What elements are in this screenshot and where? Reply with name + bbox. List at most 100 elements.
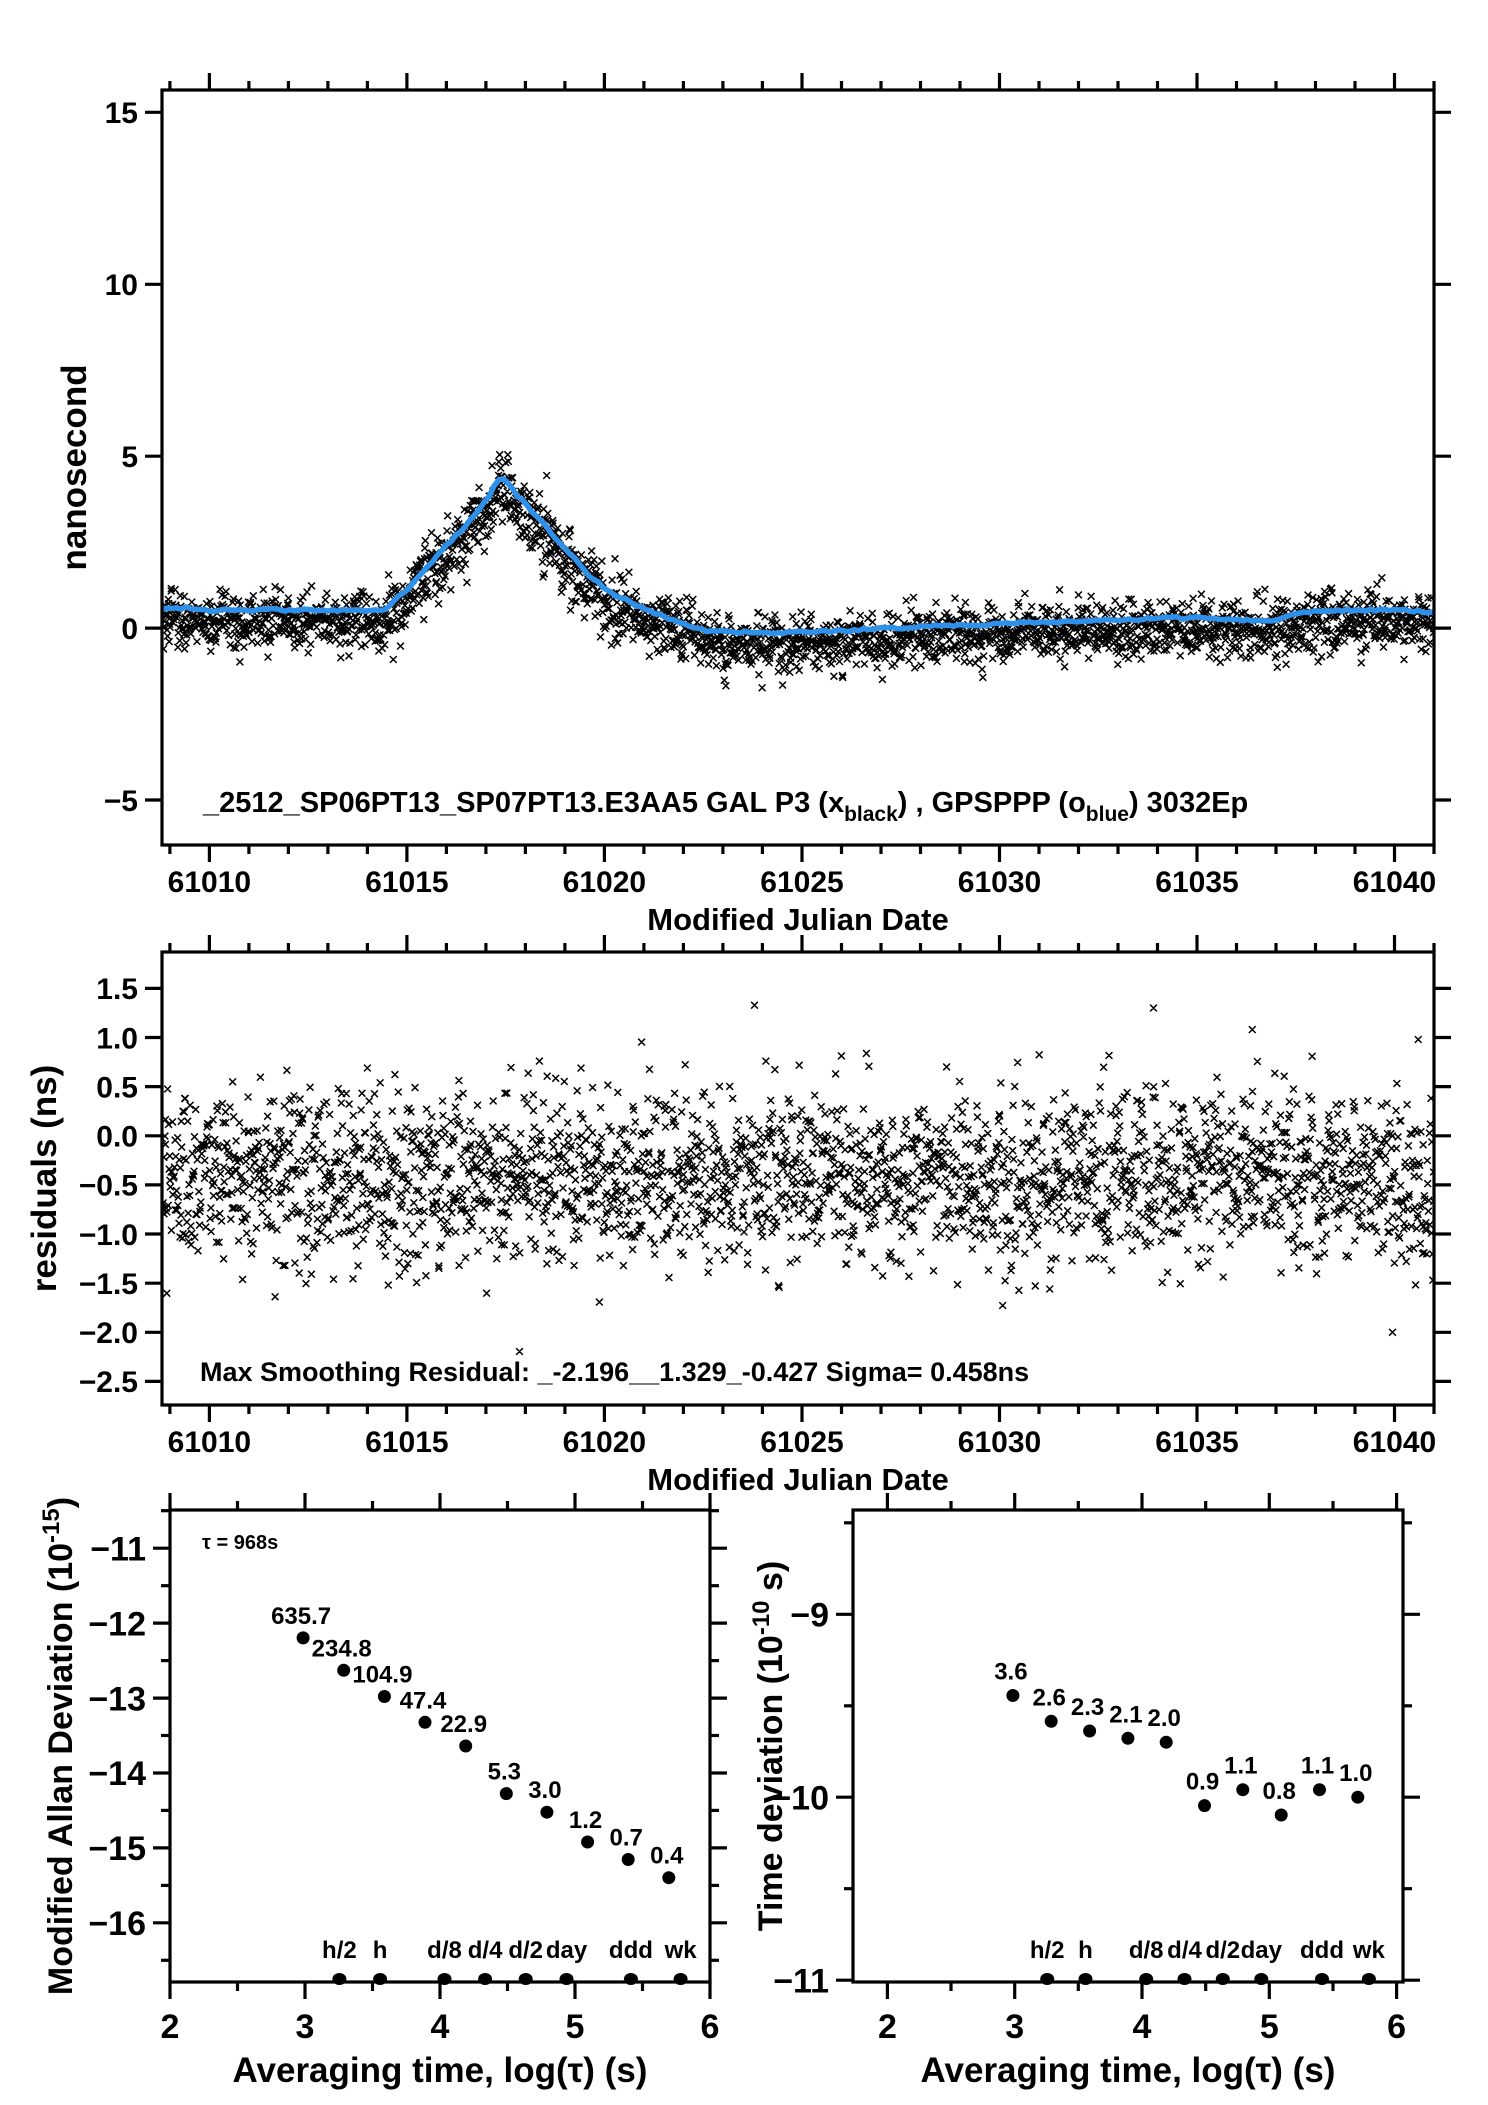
tdev-point <box>1198 1799 1211 1813</box>
y-tick-label: −0.5 <box>79 1170 138 1203</box>
x-tick-label: 61010 <box>168 866 251 899</box>
y-tick-label: −16 <box>88 1905 146 1943</box>
title-segment: ) , GPSPPP (o <box>898 787 1086 819</box>
mdev-panel: 2 3 4 5 6 −11 −12 −13 −14 −15 −16 635.7 234.8104.947… <box>38 1493 727 2090</box>
y-tick-label: 10 <box>105 269 138 302</box>
tdev-point <box>1006 1689 1020 1702</box>
tdev-point <box>1236 1783 1250 1797</box>
y-tick-label: −15 <box>88 1830 146 1868</box>
y-tick-label: 5 <box>121 441 138 474</box>
time-marker-label: d/2 <box>508 1937 543 1964</box>
x-axis-title: Averaging time, log(τ) (s) <box>921 2051 1336 2090</box>
tdev-point-label: 1.0 <box>1339 1760 1372 1787</box>
time-marker-label: day <box>546 1937 588 1964</box>
time-transfer-panel: 61010 61015 61020 61025 61030 61035 61040 15 10 5… <box>55 73 1451 937</box>
gpsppp-smoothed-line <box>162 475 1434 637</box>
panel-frame <box>160 88 1436 847</box>
mdev-point <box>459 1739 473 1753</box>
x-tick-label: 61030 <box>958 866 1041 899</box>
x-axis-title: Modified Julian Date <box>647 1462 948 1497</box>
time-marker-label: day <box>1241 1937 1283 1964</box>
y-tick-label: −2.5 <box>79 1366 138 1399</box>
mdev-point <box>418 1715 432 1729</box>
mdev-point-label: 234.8 <box>312 1635 372 1662</box>
y-axis-title: nanosecond <box>55 364 94 570</box>
axis-ticks <box>153 1493 727 1999</box>
tau-annotation: τ = 968s <box>202 1532 278 1554</box>
y-tick-label: −14 <box>88 1755 146 1793</box>
y-tick-label: −10 <box>771 1779 829 1817</box>
x-tick-label: 61040 <box>1353 1426 1436 1459</box>
tdev-point <box>1313 1783 1326 1797</box>
y-tick-label: 0.0 <box>96 1121 138 1154</box>
x-tick-label: 61020 <box>563 1426 646 1459</box>
tdev-point <box>1159 1735 1173 1749</box>
x-tick-label: 4 <box>431 2008 450 2046</box>
time-marker-label: d/2 <box>1205 1937 1240 1964</box>
x-tick-label: 2 <box>878 2008 897 2046</box>
time-marker-label: d/4 <box>468 1937 503 1964</box>
time-marker-label: d/8 <box>1129 1937 1164 1964</box>
x-tick-label: 3 <box>296 2008 315 2046</box>
axis-ticks <box>145 73 1451 862</box>
tdev-point-label: 2.3 <box>1071 1694 1104 1721</box>
mdev-point <box>296 1631 310 1645</box>
title-segment: ) 3032Ep <box>1129 787 1248 819</box>
mdev-point <box>337 1663 351 1677</box>
tdev-point-label: 0.9 <box>1186 1769 1219 1796</box>
gal-p3-scatter <box>162 450 1434 692</box>
x-tick-label: 61035 <box>1155 1426 1238 1459</box>
mdev-point-label: 3.0 <box>528 1777 561 1804</box>
x-tick-label: 4 <box>1133 2008 1152 2046</box>
title-subscript: blue <box>1086 803 1129 826</box>
y-tick-label: −13 <box>88 1680 146 1718</box>
time-marker-label: d/4 <box>1167 1937 1202 1964</box>
ylabel-pre: Time deviation (10 <box>752 1635 790 1931</box>
tdev-point <box>1044 1714 1058 1728</box>
mdev-point <box>662 1871 676 1885</box>
time-marker-label: h/2 <box>322 1937 357 1964</box>
x-tick-label: 61010 <box>168 1426 251 1459</box>
tdev-point-label: 0.8 <box>1263 1778 1296 1805</box>
mdev-point-label: 0.4 <box>650 1843 684 1870</box>
y-tick-label: 15 <box>105 97 138 130</box>
y-tick-label: 0 <box>121 613 138 646</box>
ylabel-post: ) <box>42 1497 80 1508</box>
panel-frame <box>168 1508 712 1984</box>
y-tick-label: −9 <box>790 1597 829 1635</box>
tdev-point <box>1274 1808 1288 1822</box>
time-marker-label: wk <box>1352 1937 1386 1964</box>
x-tick-label: 6 <box>1387 2008 1406 2046</box>
tdev-point-label: 2.0 <box>1148 1705 1181 1732</box>
mdev-point <box>499 1787 513 1801</box>
panel-frame <box>851 1508 1405 1984</box>
tdev-point-label: 2.6 <box>1033 1684 1066 1711</box>
x-tick-label: 3 <box>1005 2008 1024 2046</box>
y-tick-label: −1.0 <box>79 1219 138 1252</box>
y-axis-title: residuals (ns) <box>25 1065 64 1293</box>
max-residual-annotation: Max Smoothing Residual: _-2.196__1.329_-… <box>200 1357 1029 1387</box>
x-tick-label: 61025 <box>760 866 843 899</box>
tdev-point-label: 3.6 <box>994 1659 1027 1686</box>
y-tick-label: 1.0 <box>96 1022 138 1055</box>
tdev-point <box>1121 1731 1135 1745</box>
residuals-panel: 61010 61015 61020 61025 61030 61035 61040 1.5 1.… <box>25 935 1451 1497</box>
y-tick-label: −2.0 <box>79 1317 138 1350</box>
y-axis-title: Time deviation (10-10 s) <box>748 1561 790 1931</box>
y-tick-label: −12 <box>88 1605 146 1643</box>
y-tick-label: −5 <box>104 785 138 818</box>
x-tick-label: 5 <box>1260 2008 1279 2046</box>
mdev-point-label: 1.2 <box>569 1807 602 1834</box>
ylabel-superscript: -15 <box>38 1508 65 1543</box>
x-axis-title: Modified Julian Date <box>647 902 948 937</box>
y-tick-label: −11 <box>773 1962 829 2000</box>
tdev-point <box>1351 1790 1365 1804</box>
title-segment: _2512_SP06PT13_SP07PT13.E3AA5 GAL P3 (x <box>202 787 844 819</box>
comparison-title: _2512_SP06PT13_SP07PT13.E3AA5 GAL P3 (x b… <box>202 787 1248 826</box>
time-marker-label: d/8 <box>427 1937 462 1964</box>
x-axis-title: Averaging time, log(τ) (s) <box>233 2051 648 2090</box>
y-tick-label: 1.5 <box>96 973 138 1006</box>
mdev-point-label: 635.7 <box>271 1603 331 1630</box>
